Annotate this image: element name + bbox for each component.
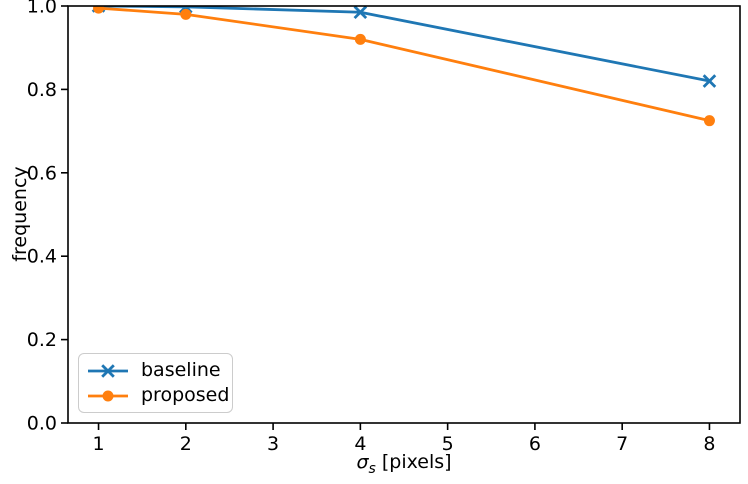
series-line-proposed: [98, 6, 710, 123]
marker-proposed: [354, 33, 366, 45]
sigma-symbol: σ: [356, 451, 369, 473]
y-tick-label: 0.2: [27, 329, 57, 351]
legend-line-sample-proposed: [88, 390, 128, 401]
y-axis-label-text: frequency: [9, 166, 31, 262]
x-axis-label: σs [pixels]: [356, 451, 452, 477]
marker-proposed: [703, 115, 715, 127]
legend-label-baseline: baseline: [141, 359, 221, 381]
plot-series: [91, 6, 717, 127]
x-tick-label: 7: [616, 433, 628, 455]
plot-frame: [67, 5, 741, 424]
x-tick-label: 8: [703, 433, 715, 455]
y-tick-label: 0.0: [27, 413, 57, 435]
y-tick-label: 0.4: [27, 246, 57, 268]
legend-line-sample-baseline: [88, 363, 128, 378]
y-tick-label: 0.8: [27, 79, 57, 101]
legend-sample-marker-proposed: [102, 390, 114, 401]
marker-baseline: [353, 6, 368, 20]
legend-label-proposed: proposed: [141, 384, 230, 406]
y-tick-label: 1.0: [27, 0, 57, 18]
marker-baseline: [702, 74, 717, 88]
x-tick-label: 6: [529, 433, 541, 455]
x-tick-label: 5: [442, 433, 454, 455]
marker-proposed: [93, 6, 105, 14]
legend-sample-marker-baseline: [101, 363, 115, 378]
legend: baseline proposed: [78, 353, 233, 413]
x-tick-label: 3: [267, 433, 279, 455]
x-axis-label-text: [pixels]: [375, 451, 452, 473]
x-tick-label: 4: [354, 433, 366, 455]
x-tick-label: 1: [92, 433, 104, 455]
x-tick-label: 2: [180, 433, 192, 455]
legend-item-proposed: proposed: [87, 386, 229, 406]
sigma-subscript: s: [368, 460, 376, 477]
marker-proposed: [180, 8, 192, 20]
y-axis-label: frequency: [9, 166, 31, 261]
legend-item-baseline: baseline: [87, 361, 224, 381]
y-tick-label: 0.6: [27, 162, 57, 184]
